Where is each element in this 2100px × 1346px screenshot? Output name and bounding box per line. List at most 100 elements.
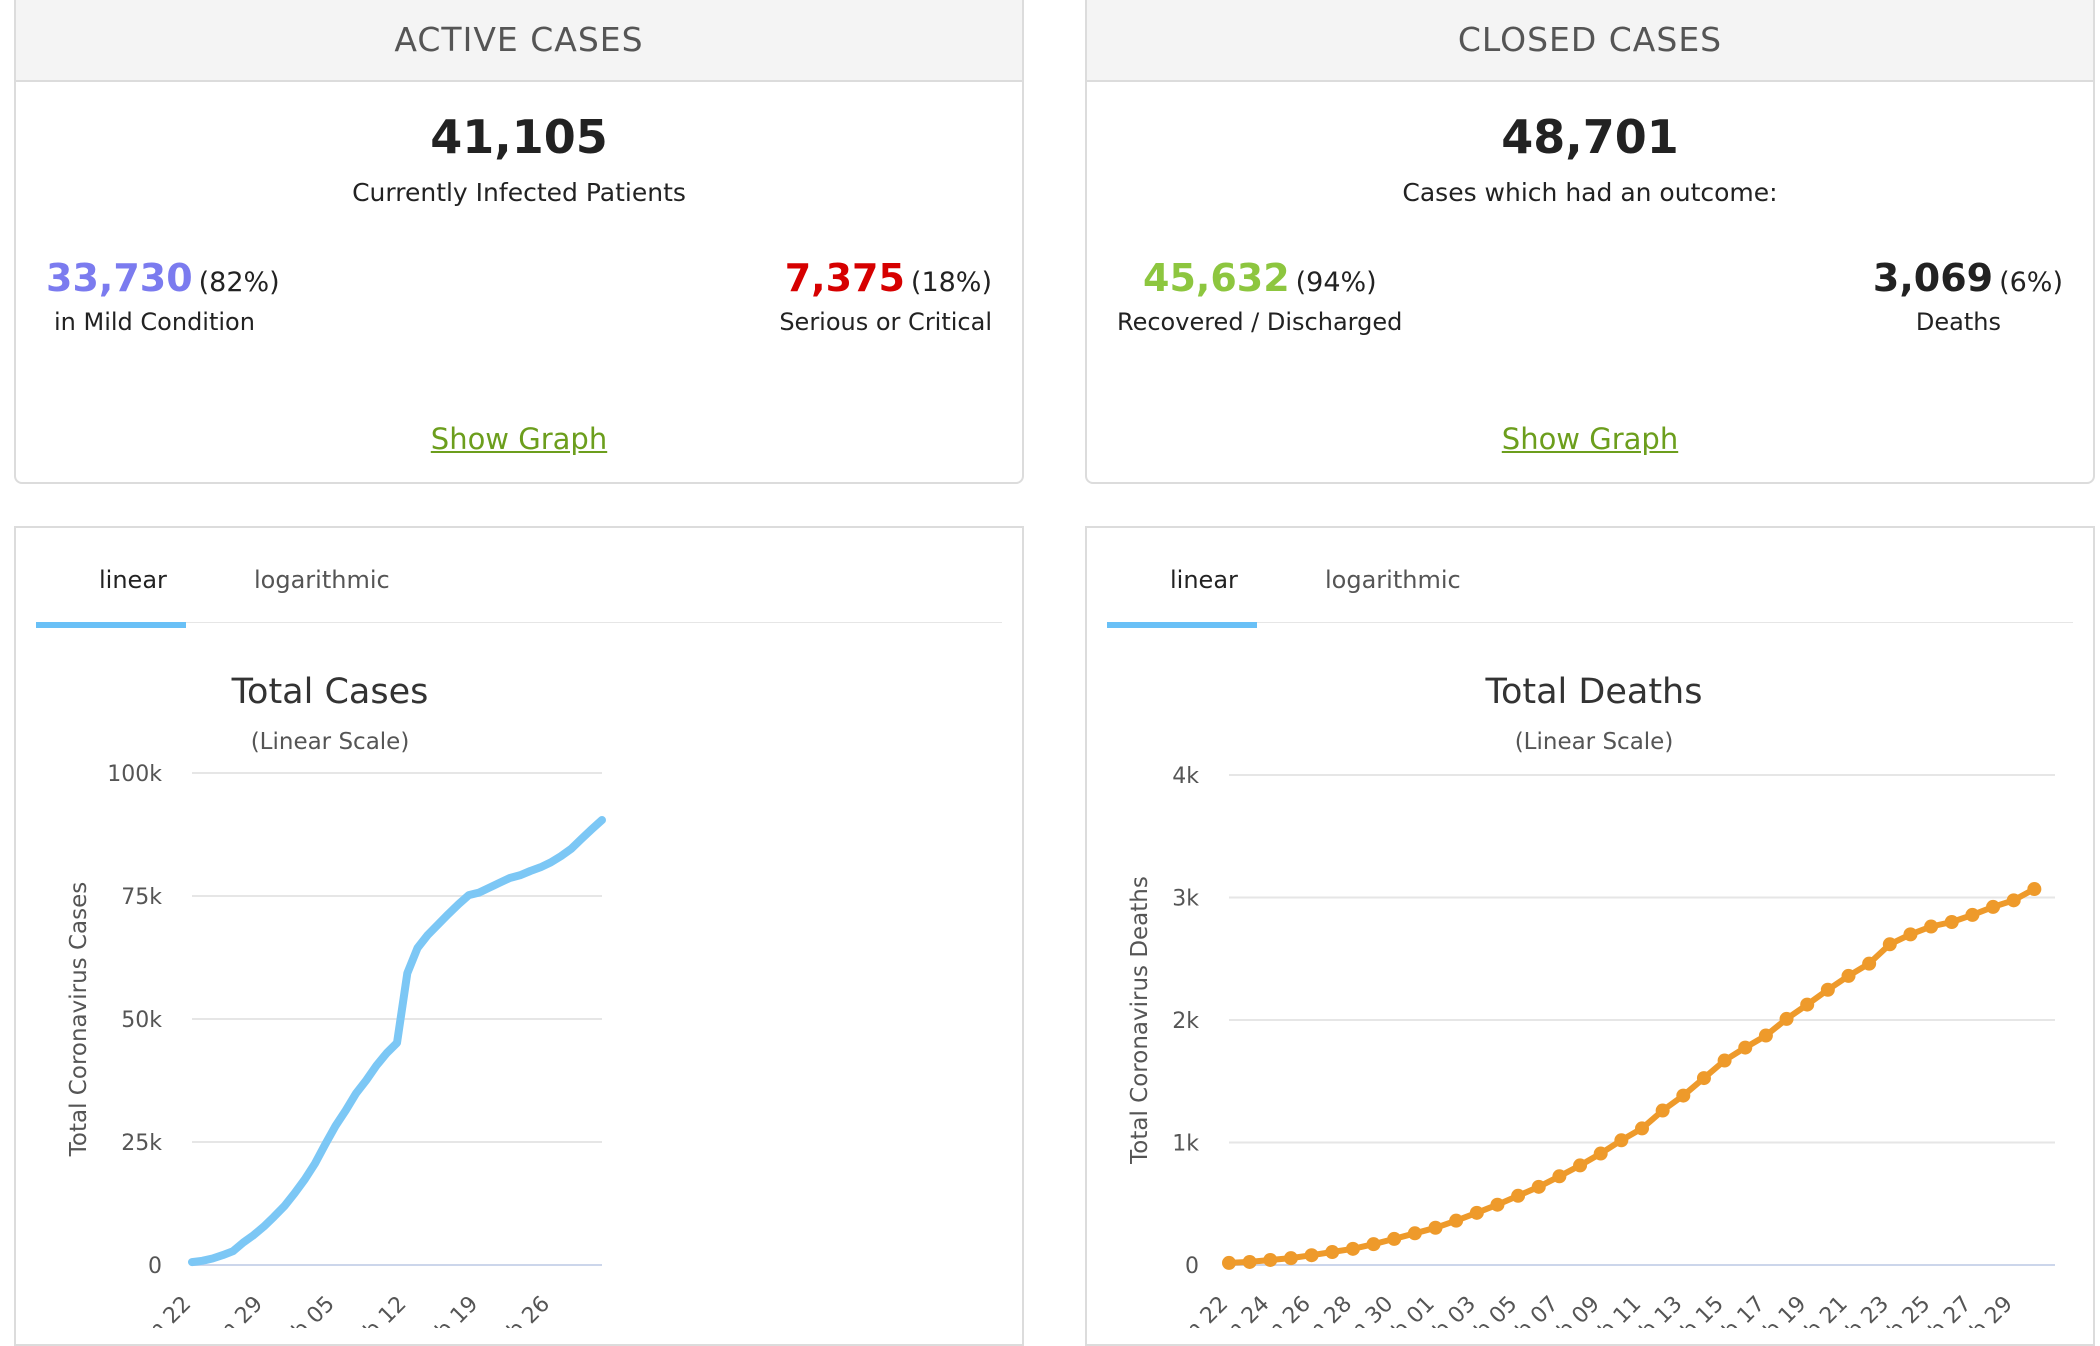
total-cases-chart-panel: linear logarithmic Total Cases (Linear Sc… <box>14 526 1024 1346</box>
data-point <box>1593 1146 1608 1161</box>
total-deaths-chart-panel: linear logarithmic Total Deaths (Linear S… <box>1085 526 2095 1346</box>
y-tick-label: 100k <box>107 762 162 787</box>
data-point <box>1676 1088 1691 1103</box>
tab-deaths-logarithmic[interactable]: logarithmic <box>1325 566 1461 594</box>
data-point <box>1283 1251 1298 1266</box>
data-point <box>1222 1255 1236 1270</box>
x-tick-label: Feb 26 <box>485 1292 555 1328</box>
data-point <box>1490 1197 1505 1212</box>
y-tick-label: 0 <box>1185 1254 1199 1279</box>
deaths-stat: 3,069 (6%) Deaths <box>1873 256 2063 336</box>
serious-critical-value: 7,375 <box>784 256 905 300</box>
y-tick-label: 3k <box>1172 887 1199 912</box>
closed-cases-total: 48,701 <box>1501 110 1679 164</box>
closed-show-graph-link[interactable]: Show Graph <box>1501 422 1679 456</box>
data-point <box>1738 1040 1753 1055</box>
y-tick-label: 0 <box>148 1254 162 1279</box>
deaths-label: Deaths <box>1915 308 2001 336</box>
data-point <box>1304 1248 1319 1263</box>
deaths-scale-tabs: linear logarithmic <box>1107 528 2073 628</box>
data-point <box>1696 1071 1711 1086</box>
serious-critical-label: Serious or Critical <box>779 308 992 336</box>
deaths-active-tab-indicator <box>1107 622 1257 628</box>
data-point <box>1325 1245 1340 1260</box>
cases-scale-tabs: linear logarithmic <box>36 528 1002 628</box>
x-tick-label: Jan 22 <box>128 1292 196 1328</box>
data-point <box>1882 937 1897 952</box>
mild-condition-label: in Mild Condition <box>54 308 255 336</box>
data-point <box>1965 907 1980 922</box>
data-point <box>1428 1220 1443 1235</box>
data-point <box>1573 1158 1588 1173</box>
data-point <box>1635 1121 1649 1136</box>
closed-cases-total-label: Cases which had an outcome: <box>1402 178 1778 207</box>
data-point <box>1862 956 1877 971</box>
data-point <box>1345 1241 1360 1256</box>
x-tick-label: Feb 12 <box>342 1292 412 1328</box>
y-tick-label: 1k <box>1172 1132 1199 1157</box>
data-point <box>1903 927 1918 942</box>
serious-critical-stat: 7,375 (18%) Serious or Critical <box>779 256 992 336</box>
data-point <box>1449 1213 1464 1228</box>
y-tick-label: 75k <box>121 885 162 910</box>
x-tick-label: Jan 29 <box>200 1292 268 1328</box>
data-point <box>1779 1011 1794 1026</box>
y-axis-label: Total Coronavirus Cases <box>66 882 92 1157</box>
data-point <box>1263 1252 1278 1267</box>
recovered-stat: 45,632 (94%) Recovered / Discharged <box>1117 256 1402 336</box>
data-point <box>1366 1237 1381 1252</box>
data-point <box>1758 1028 1773 1043</box>
tab-cases-linear[interactable]: linear <box>99 566 167 594</box>
recovered-value: 45,632 <box>1143 256 1290 300</box>
data-point <box>1800 997 1815 1012</box>
serious-critical-percent: (18%) <box>910 267 992 298</box>
x-tick-label: Jan 22 <box>1165 1292 1233 1328</box>
data-point <box>1407 1226 1422 1241</box>
y-tick-label: 4k <box>1172 764 1199 789</box>
data-point <box>1717 1053 1732 1068</box>
data-point <box>1531 1179 1546 1194</box>
data-point <box>2027 882 2042 897</box>
data-point <box>1511 1188 1526 1203</box>
y-tick-label: 2k <box>1172 1009 1199 1034</box>
mild-condition-value: 33,730 <box>46 256 193 300</box>
tab-deaths-linear[interactable]: linear <box>1170 566 1238 594</box>
total-deaths-chart: Total Deaths (Linear Scale) 0 1k 2k 3k 4k Total… <box>1127 672 2055 1328</box>
chart-subtitle: (Linear Scale) <box>251 729 410 755</box>
recovered-label: Recovered / Discharged <box>1117 308 1403 336</box>
data-point <box>2006 893 2021 908</box>
chart-subtitle: (Linear Scale) <box>1515 729 1674 755</box>
x-tick-label: Feb 05 <box>270 1292 340 1328</box>
active-cases-header: ACTIVE CASES <box>16 0 1022 82</box>
x-tick-label: Feb 19 <box>413 1292 483 1328</box>
data-point <box>1841 968 1856 983</box>
mild-condition-percent: (82%) <box>198 267 280 298</box>
data-point <box>1924 919 1939 934</box>
data-point <box>1655 1103 1670 1118</box>
data-point <box>1986 899 2001 914</box>
data-point <box>1242 1254 1257 1269</box>
closed-cases-panel: CLOSED CASES 48,701 Cases which had an o… <box>1085 0 2095 484</box>
y-tick-label: 50k <box>121 1008 162 1033</box>
total-cases-chart: Total Cases (Linear Scale) 0 25k 50k 75k 100k T… <box>66 672 606 1328</box>
active-cases-total: 41,105 <box>430 110 608 164</box>
closed-cases-header: CLOSED CASES <box>1087 0 2093 82</box>
deaths-percent: (6%) <box>1999 267 2063 298</box>
series-line <box>1226 886 2038 1266</box>
deaths-value: 3,069 <box>1872 256 1994 300</box>
active-show-graph-link[interactable]: Show Graph <box>430 422 608 456</box>
data-point <box>1552 1169 1567 1184</box>
active-cases-total-label: Currently Infected Patients <box>352 178 686 207</box>
data-point <box>1469 1205 1484 1220</box>
y-axis-label: Total Coronavirus Deaths <box>1127 876 1153 1165</box>
data-point <box>1944 915 1959 929</box>
recovered-percent: (94%) <box>1295 267 1377 298</box>
data-point <box>1387 1231 1402 1246</box>
mild-condition-stat: 33,730 (82%) in Mild Condition <box>46 256 280 336</box>
data-point <box>1820 982 1835 997</box>
chart-title: Total Cases <box>231 672 429 712</box>
tab-cases-logarithmic[interactable]: logarithmic <box>254 566 390 594</box>
cases-active-tab-indicator <box>36 622 186 628</box>
chart-title: Total Deaths <box>1485 672 1703 712</box>
data-point <box>1614 1133 1629 1148</box>
